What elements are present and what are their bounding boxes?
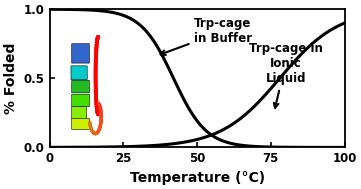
Polygon shape — [72, 80, 90, 93]
Polygon shape — [72, 94, 90, 107]
Polygon shape — [71, 66, 87, 80]
Polygon shape — [72, 44, 90, 63]
Polygon shape — [72, 118, 90, 129]
Y-axis label: % Folded: % Folded — [4, 43, 18, 114]
Text: Trp-cage
in Buffer: Trp-cage in Buffer — [161, 17, 252, 55]
X-axis label: Temperature (°C): Temperature (°C) — [130, 171, 265, 185]
Text: Trp-cage in
Ionic
Liquid: Trp-cage in Ionic Liquid — [249, 42, 323, 108]
Polygon shape — [72, 107, 87, 119]
